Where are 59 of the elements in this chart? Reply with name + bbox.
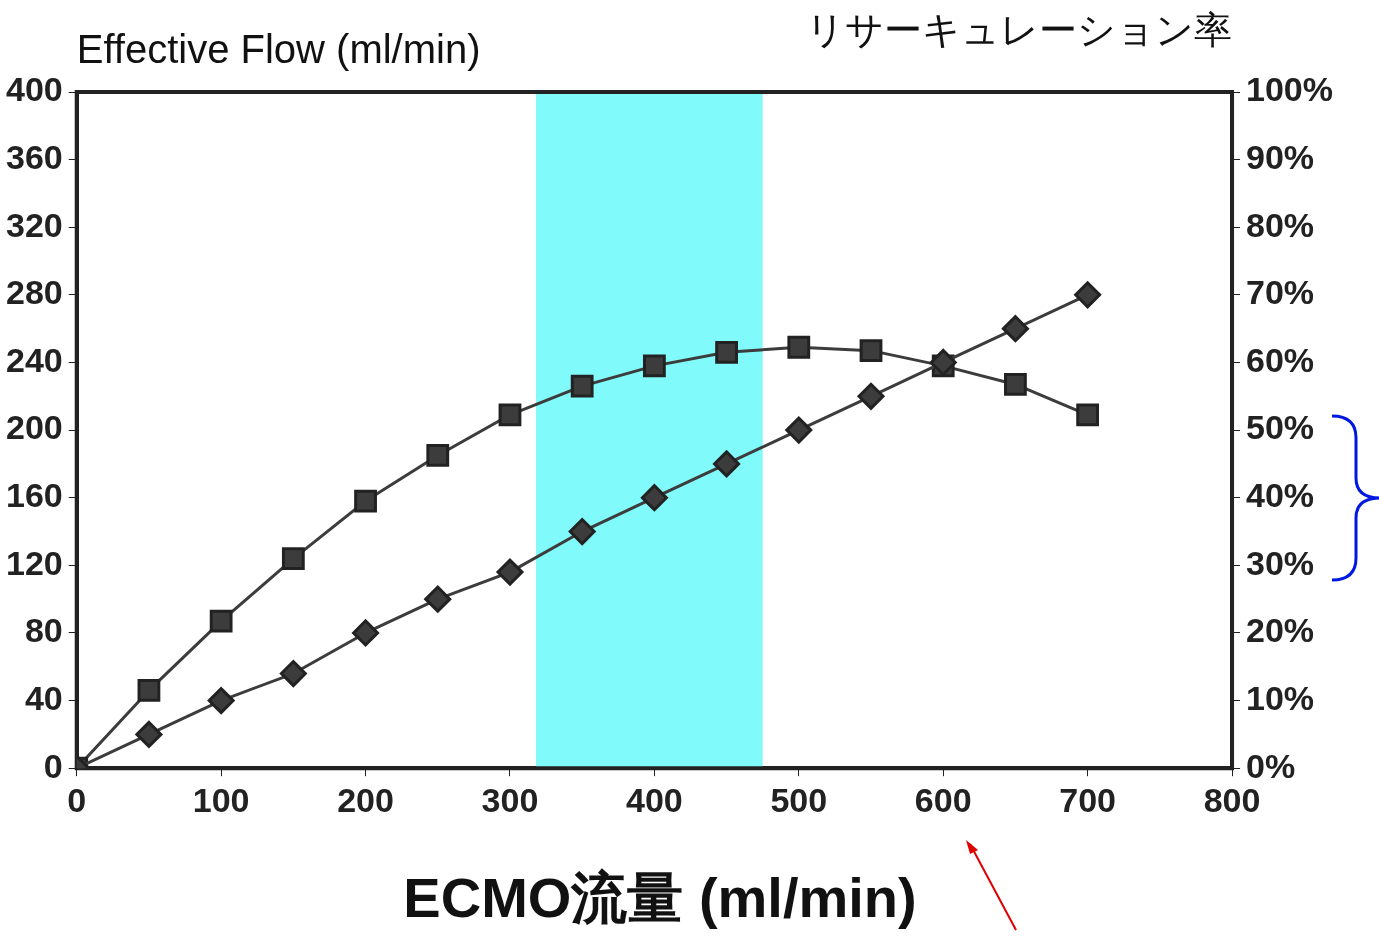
point xyxy=(279,660,307,688)
x-tick-label: 200 xyxy=(337,780,394,819)
y2-tick-label: 60% xyxy=(1246,340,1315,379)
y-tick-label: 320 xyxy=(5,205,63,244)
y2-tick-label: 40% xyxy=(1246,476,1315,515)
point xyxy=(857,382,885,410)
point xyxy=(715,340,738,364)
x-tick-label: 500 xyxy=(770,780,828,819)
point xyxy=(209,609,233,633)
point xyxy=(929,348,957,376)
point xyxy=(640,484,668,512)
point xyxy=(135,720,163,748)
x-tick-label: 600 xyxy=(914,780,972,819)
point xyxy=(281,547,305,570)
y2-axis-title: リサーキュレーション率 xyxy=(806,9,1233,52)
x-tick-label: 0 xyxy=(67,780,87,819)
y2-tick-label: 80% xyxy=(1246,205,1315,244)
y2-tick-label: 30% xyxy=(1246,543,1315,582)
point xyxy=(426,444,450,467)
x-tick-label: 300 xyxy=(481,780,539,819)
point xyxy=(1004,373,1027,396)
point xyxy=(713,450,741,478)
point xyxy=(787,335,811,359)
y-tick-label: 40 xyxy=(24,678,63,717)
point xyxy=(570,374,594,398)
point xyxy=(1074,281,1102,309)
point xyxy=(352,619,380,647)
y2-tick-label: 50% xyxy=(1246,408,1315,447)
x-tick-label: 400 xyxy=(626,780,683,819)
point xyxy=(137,679,161,702)
y-tick-label: 400 xyxy=(5,70,63,109)
point xyxy=(354,489,377,513)
y2-tick-label: 20% xyxy=(1246,611,1315,650)
x-axis-title: ECMO流量 (ml/min) xyxy=(403,866,917,930)
y-tick-label: 120 xyxy=(5,543,63,582)
y2-tick-label: 70% xyxy=(1246,273,1315,312)
y-tick-label: 80 xyxy=(24,611,63,650)
y-tick-label: 160 xyxy=(5,476,63,515)
y-tick-label: 360 xyxy=(5,137,63,176)
x-tick-label: 100 xyxy=(192,780,250,819)
point xyxy=(498,403,522,427)
y-tick-label: 200 xyxy=(5,408,63,447)
y-tick-label: 240 xyxy=(5,340,63,379)
x-tick-label: 700 xyxy=(1059,780,1116,819)
point xyxy=(207,687,235,715)
point xyxy=(785,416,813,444)
y-tick-label: 280 xyxy=(5,273,63,312)
point xyxy=(859,339,883,363)
point xyxy=(496,558,524,586)
point xyxy=(424,585,452,613)
point xyxy=(568,518,596,546)
y2-tick-label: 90% xyxy=(1246,137,1315,176)
point xyxy=(1076,403,1100,427)
y-tick-label: 0 xyxy=(43,746,63,785)
point xyxy=(642,354,666,378)
y2-tick-label: 100% xyxy=(1246,70,1334,109)
point xyxy=(1001,315,1029,343)
y2-tick-label: 10% xyxy=(1246,678,1315,717)
y-axis-title: Effective Flow (ml/min) xyxy=(76,27,481,72)
